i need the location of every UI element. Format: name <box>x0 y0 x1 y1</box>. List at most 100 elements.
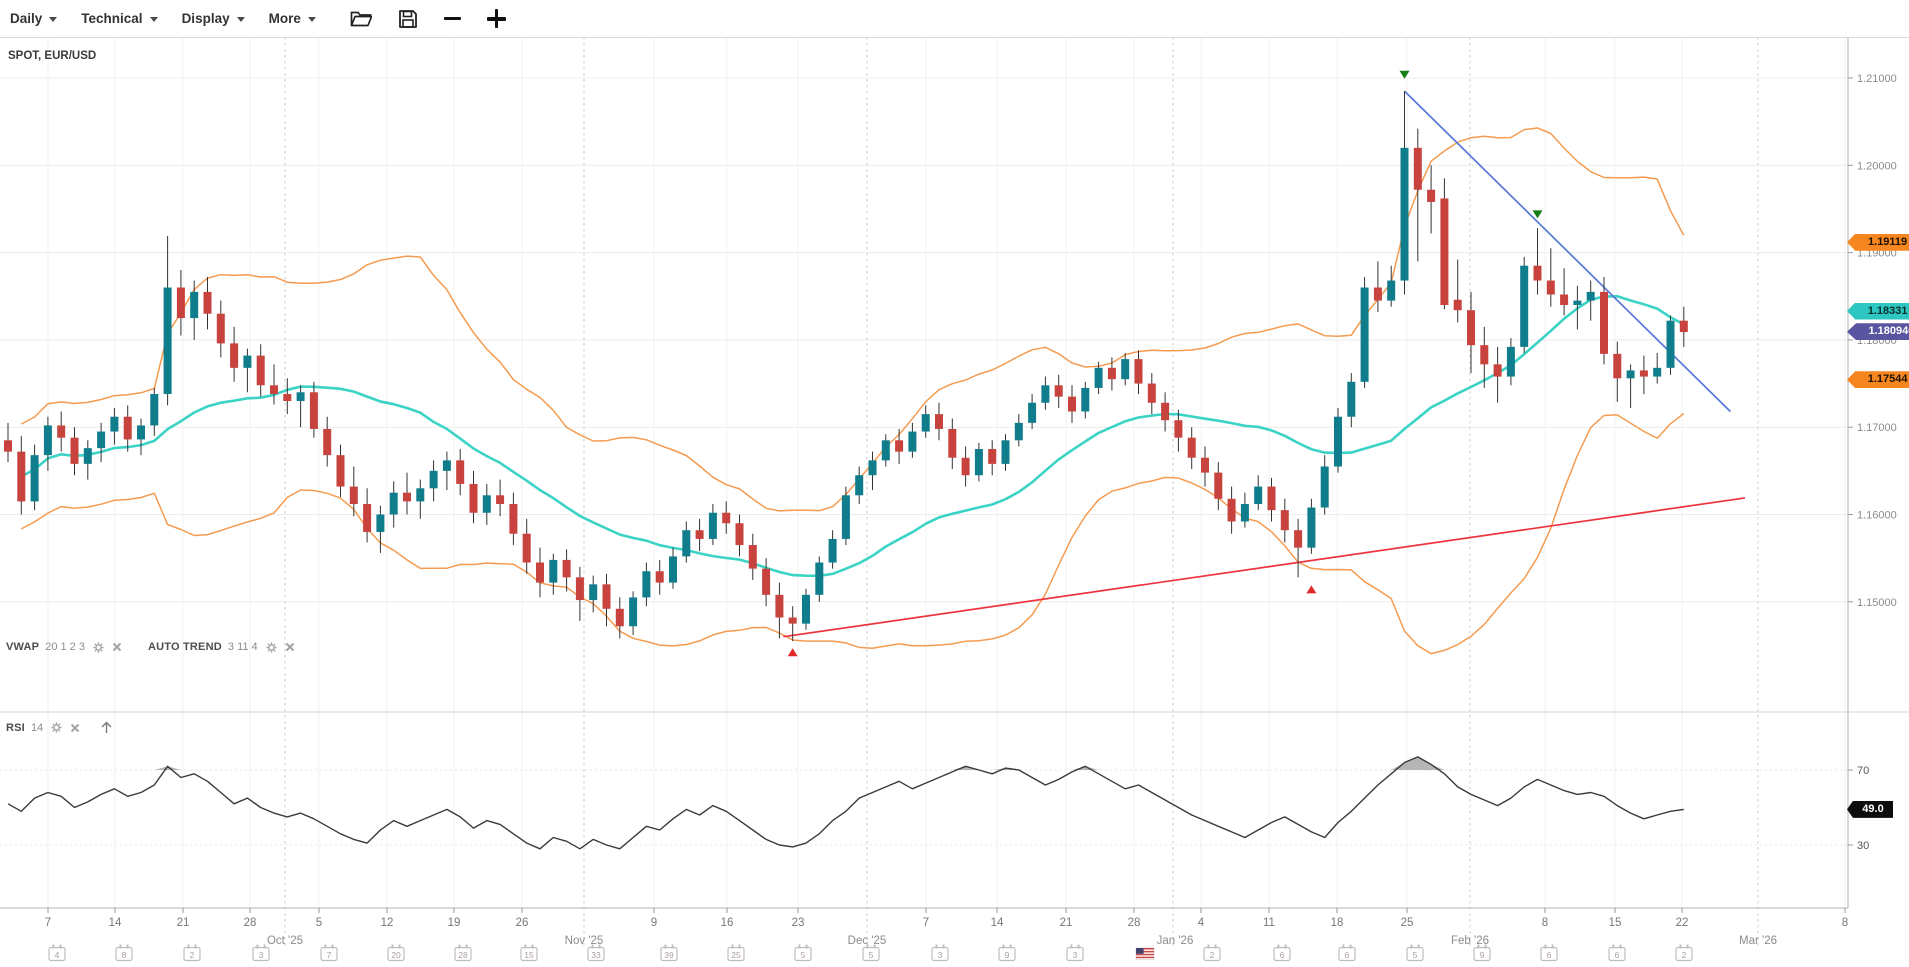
auto-trend-lines <box>783 90 1746 638</box>
gear-icon[interactable] <box>93 641 104 653</box>
save-icon[interactable] <box>398 9 418 29</box>
close-icon[interactable] <box>70 723 80 733</box>
close-icon[interactable] <box>285 642 295 652</box>
svg-text:2: 2 <box>190 950 195 960</box>
event-calendar-row[interactable]: 4 8 2 3 7 20 28 15 33 39 25 5 5 3 9 3 2 6 6 5 9 6 6 2 <box>48 944 1693 962</box>
svg-text:6: 6 <box>1280 950 1285 960</box>
calendar-event-icon: 2 <box>1675 944 1693 962</box>
calendar-event-icon: 9 <box>1473 944 1491 962</box>
svg-text:1.20000: 1.20000 <box>1857 160 1897 172</box>
calendar-event-icon: 8 <box>115 944 133 962</box>
menu-timeframe[interactable]: Daily <box>10 11 58 26</box>
chevron-down-icon <box>307 17 316 22</box>
svg-text:28: 28 <box>244 917 257 929</box>
menu-more[interactable]: More <box>269 11 316 26</box>
svg-text:1.15000: 1.15000 <box>1857 597 1897 609</box>
svg-text:7: 7 <box>45 917 51 929</box>
rsi-panel: 70 30 <box>0 756 1869 852</box>
svg-text:30: 30 <box>1857 840 1869 852</box>
calendar-event-icon: 39 <box>660 944 678 962</box>
menu-more-label: More <box>268 11 301 26</box>
svg-text:2: 2 <box>1210 950 1215 960</box>
svg-text:1.16000: 1.16000 <box>1857 510 1897 522</box>
zoom-in-icon[interactable] <box>486 9 506 28</box>
chevron-down-icon <box>49 17 58 22</box>
svg-text:16: 16 <box>721 917 734 929</box>
calendar-event-icon: 33 <box>587 944 605 962</box>
rsi-indicator-params: 14 <box>30 721 44 734</box>
open-folder-icon[interactable] <box>350 10 372 28</box>
svg-text:25: 25 <box>1401 917 1414 929</box>
svg-text:7: 7 <box>923 917 929 929</box>
calendar-event-icon: 5 <box>862 944 880 962</box>
calendar-event-icon: 5 <box>794 944 812 962</box>
svg-text:26: 26 <box>516 917 529 929</box>
calendar-event-icon: 2 <box>183 944 201 962</box>
gear-icon[interactable] <box>51 722 62 733</box>
svg-text:6: 6 <box>1345 950 1350 960</box>
chevron-down-icon <box>149 17 158 22</box>
main-panel-legend: VWAP 20 1 2 3 AUTO TREND 3 11 4 <box>6 641 295 653</box>
zoom-out-icon[interactable] <box>443 16 461 21</box>
rsi-indicator-label: RSI <box>6 721 25 734</box>
close-icon[interactable] <box>112 642 122 652</box>
trend-signal-markers <box>787 70 1543 657</box>
svg-text:1.19000: 1.19000 <box>1857 248 1897 260</box>
svg-text:21: 21 <box>1060 917 1073 929</box>
svg-text:19: 19 <box>448 917 461 929</box>
svg-text:Mar '26: Mar '26 <box>1739 935 1777 947</box>
svg-text:1.21000: 1.21000 <box>1857 73 1897 85</box>
svg-text:70: 70 <box>1857 765 1869 777</box>
calendar-event-icon: 3 <box>931 944 949 962</box>
svg-text:14: 14 <box>991 917 1004 929</box>
calendar-event-icon: 20 <box>387 944 405 962</box>
svg-text:6: 6 <box>1547 950 1552 960</box>
svg-text:14: 14 <box>109 917 122 929</box>
svg-text:9: 9 <box>1480 950 1485 960</box>
calendar-event-icon: 6 <box>1273 944 1291 962</box>
svg-text:8: 8 <box>1842 917 1848 929</box>
calendar-event-icon: 3 <box>1066 944 1084 962</box>
svg-text:8: 8 <box>1542 917 1548 929</box>
svg-text:8: 8 <box>122 950 127 960</box>
svg-text:28: 28 <box>458 950 468 960</box>
top-toolbar: Daily Technical Display More <box>0 0 1909 38</box>
svg-text:5: 5 <box>1413 950 1418 960</box>
calendar-event-icon: 6 <box>1540 944 1558 962</box>
vwap-indicator-label: VWAP <box>6 641 40 653</box>
calendar-event-icon: 4 <box>48 944 66 962</box>
calendar-event-icon: 25 <box>727 944 745 962</box>
calendar-event-icon: 3 <box>252 944 270 962</box>
menu-display-label: Display <box>181 11 230 26</box>
menu-display[interactable]: Display <box>182 11 245 26</box>
svg-text:4: 4 <box>55 950 60 960</box>
svg-text:21: 21 <box>177 917 190 929</box>
svg-text:12: 12 <box>381 917 394 929</box>
svg-text:4: 4 <box>1198 917 1205 929</box>
move-panel-up-icon[interactable] <box>100 721 113 734</box>
calendar-event-icon: 6 <box>1338 944 1356 962</box>
rsi-panel-legend: RSI 14 <box>6 721 113 734</box>
menu-technical[interactable]: Technical <box>81 11 158 26</box>
svg-text:15: 15 <box>1609 917 1622 929</box>
us-flag-icon <box>1135 947 1155 960</box>
gear-icon[interactable] <box>266 641 277 653</box>
svg-text:5: 5 <box>316 917 322 929</box>
svg-text:1.17000: 1.17000 <box>1857 422 1897 434</box>
panel-frame <box>0 37 1909 909</box>
svg-text:9: 9 <box>1005 950 1010 960</box>
chevron-down-icon <box>236 17 245 22</box>
svg-text:Oct '25: Oct '25 <box>267 935 303 947</box>
svg-text:Jan '26: Jan '26 <box>1157 935 1194 947</box>
price-axis: 1.21000 1.20000 1.19000 1.18000 1.17000 1.160… <box>1848 73 1897 609</box>
calendar-event-icon: 2 <box>1203 944 1221 962</box>
vwap-line <box>20 295 1685 578</box>
symbol-label: SPOT, EUR/USD <box>8 50 97 62</box>
svg-text:15: 15 <box>524 950 534 960</box>
calendar-event-icon: 6 <box>1608 944 1626 962</box>
svg-text:Nov '25: Nov '25 <box>565 935 604 947</box>
svg-text:7: 7 <box>327 950 332 960</box>
svg-text:5: 5 <box>801 950 806 960</box>
svg-text:9: 9 <box>651 917 657 929</box>
